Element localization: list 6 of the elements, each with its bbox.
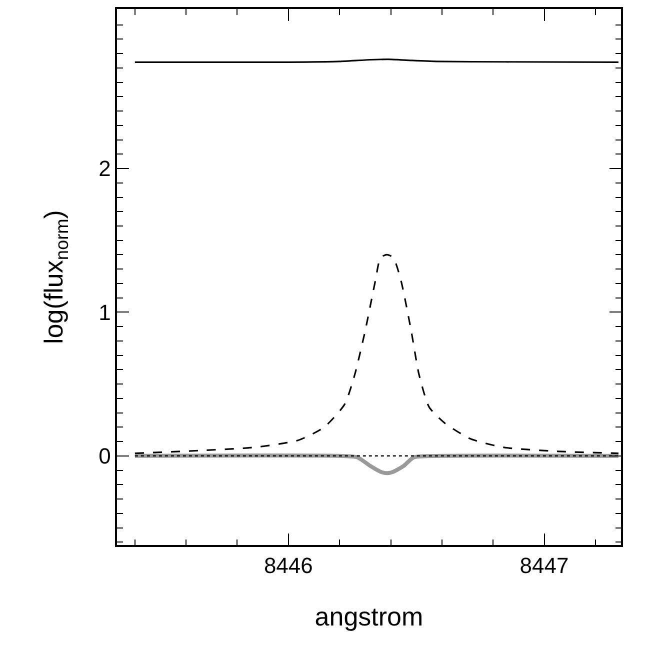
y-tick-label: 0 (98, 444, 111, 469)
x-axis-title: angstrom (314, 601, 424, 632)
x-tick-label: 8446 (264, 553, 313, 578)
x-tick-label: 8447 (520, 553, 569, 578)
y-tick-label: 2 (98, 156, 111, 182)
y-tick-label: 1 (98, 300, 111, 325)
